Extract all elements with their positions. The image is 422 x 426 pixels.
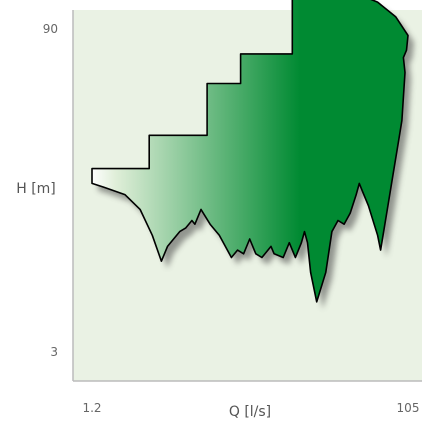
y-tick-label-bottom: 3 xyxy=(50,345,58,359)
y-tick-label-top: 90 xyxy=(43,22,58,36)
x-tick-label-left: 1.2 xyxy=(82,401,101,415)
x-axis-title: Q [l/s] xyxy=(229,404,271,420)
envelope-area-0 xyxy=(91,0,409,303)
y-axis-title: H [m] xyxy=(16,181,56,197)
x-tick-label-right: 105 xyxy=(397,401,420,415)
